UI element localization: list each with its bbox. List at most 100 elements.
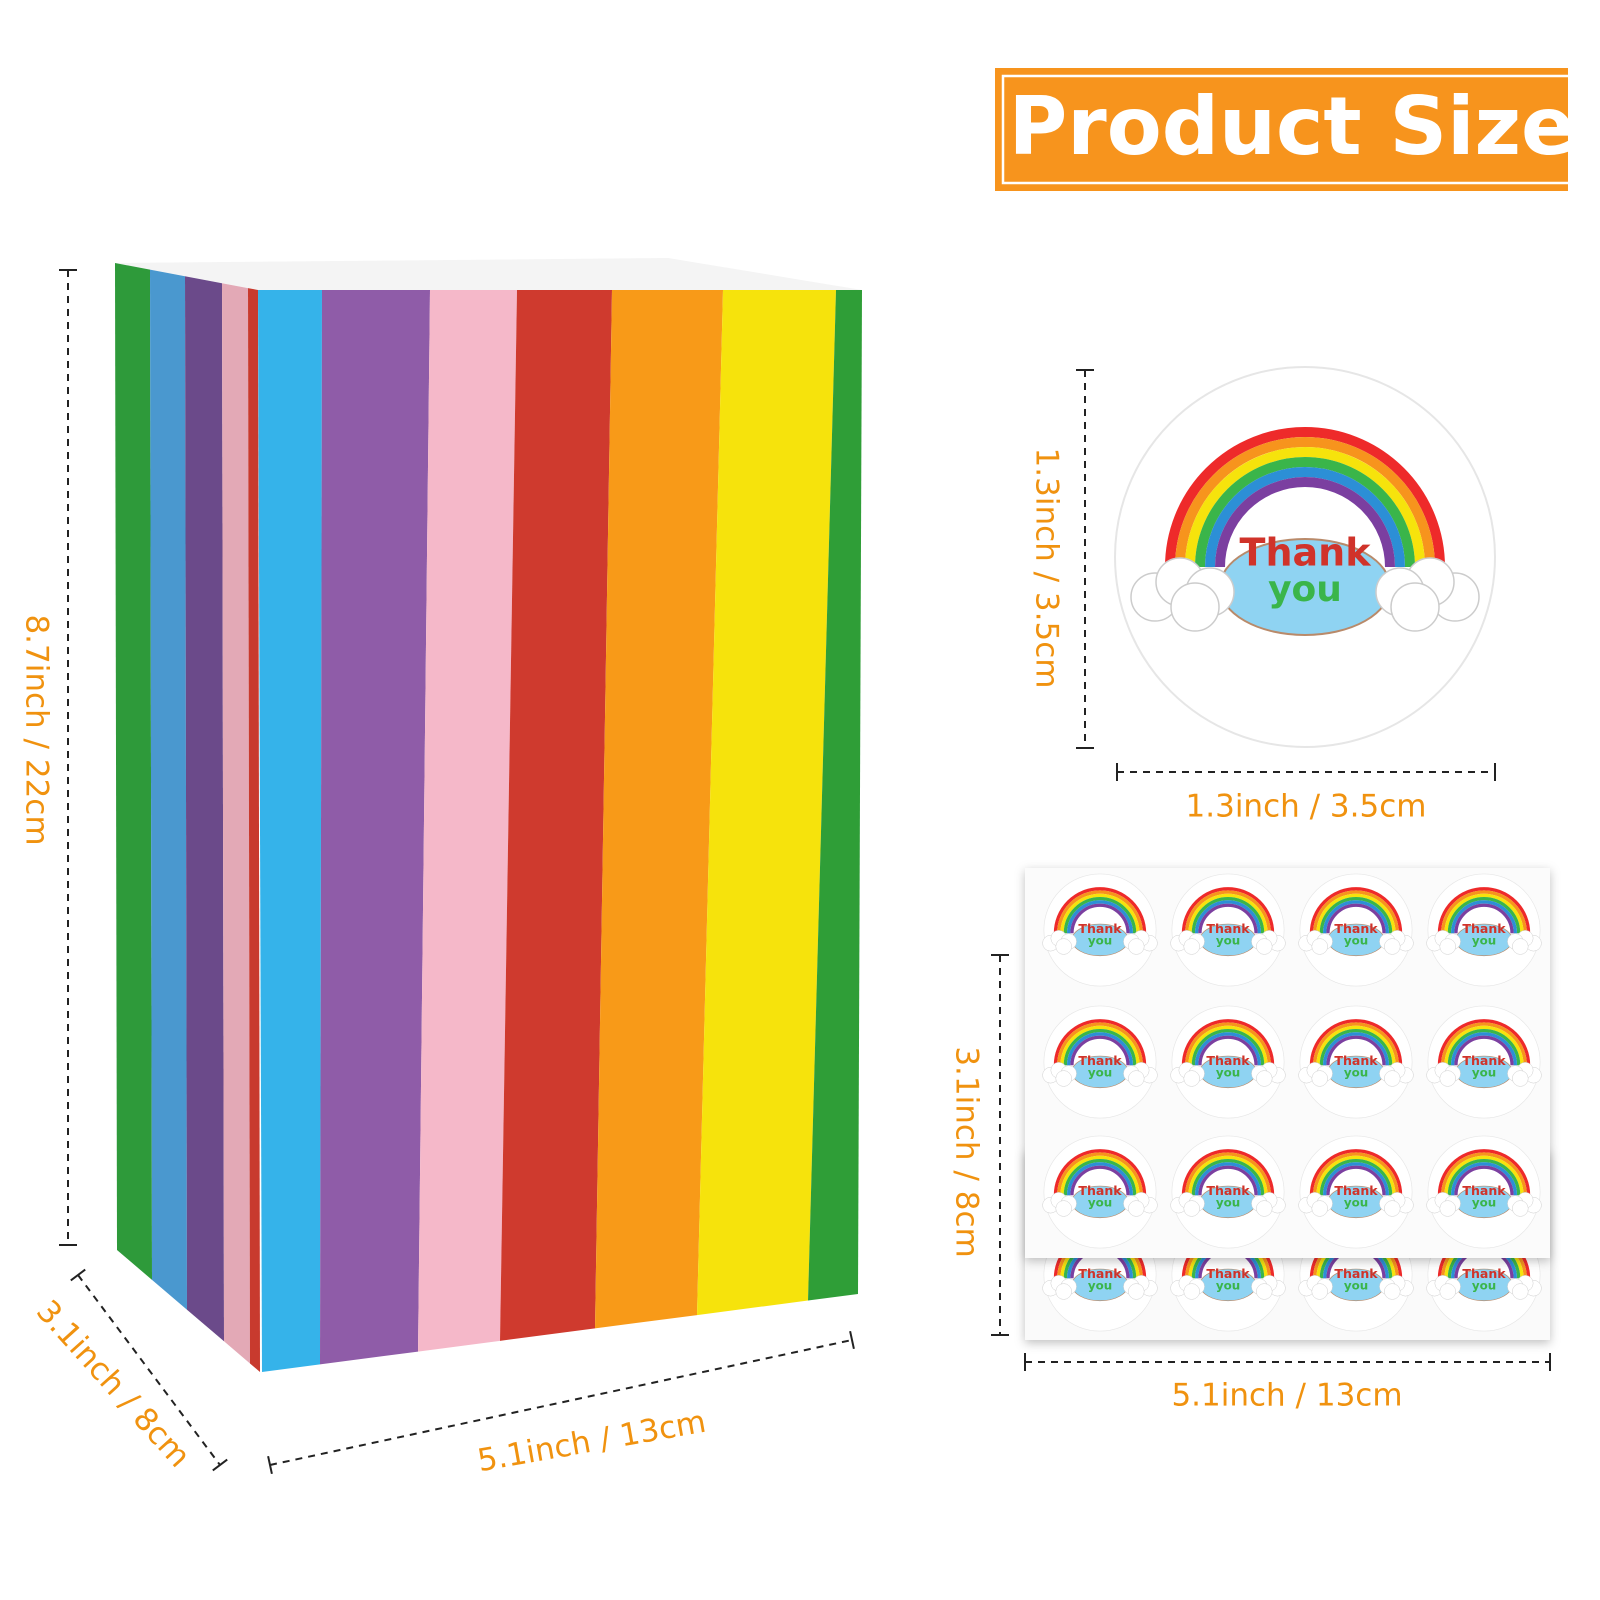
badge-bg: [995, 68, 1568, 191]
cloud: [1183, 1200, 1200, 1217]
front-stripe: [418, 290, 517, 1352]
sticker-text: Thank: [1334, 1266, 1378, 1281]
rainbow-arc: [1057, 1152, 1143, 1196]
rainbow-arc: [1067, 900, 1133, 934]
sticker-text: Thank: [1206, 1266, 1250, 1281]
rainbow-arc: [1451, 900, 1517, 934]
rainbow-arc: [1057, 1022, 1143, 1066]
rainbow-arc: [1185, 1152, 1271, 1196]
cloud: [1384, 1070, 1401, 1087]
rainbow-arc: [1444, 893, 1524, 934]
rainbow-arc: [1070, 903, 1130, 934]
rainbow-arc: [1326, 1035, 1386, 1066]
cloud: [1512, 1200, 1529, 1217]
rainbow-arc: [1181, 1149, 1275, 1196]
rainbow-arc: [1451, 1162, 1517, 1196]
rainbow-arc: [1323, 900, 1389, 934]
rainbow-arc: [1195, 1162, 1261, 1196]
sticker-text: you: [1088, 1196, 1112, 1210]
cloud: [1128, 1200, 1145, 1217]
sticker-text: Thank: [1078, 1183, 1122, 1198]
rainbow-arc: [1437, 1019, 1531, 1066]
sticker-text: you: [1216, 934, 1240, 948]
rainbow-arc: [1181, 1019, 1275, 1066]
front-stripe: [808, 290, 862, 1301]
rainbow-arc: [1215, 477, 1395, 568]
cloud: [1384, 1200, 1401, 1217]
sticker-height-label: 1.3inch / 3.5cm: [1029, 448, 1065, 689]
cloud: [1183, 1283, 1200, 1300]
bag-width-label: 5.1inch / 13cm: [475, 1404, 709, 1480]
rainbow-arc: [1175, 437, 1435, 568]
sticker-text: Thank: [1240, 531, 1372, 575]
rainbow-arc: [1323, 1032, 1389, 1066]
sticker-text: Thank: [1206, 1183, 1250, 1198]
bag-inside: [115, 258, 862, 290]
rainbow-arc: [1165, 427, 1445, 568]
paper-bag: [115, 258, 862, 1373]
sticker-sheet: ThankyouThankyouThankyouThankyouThankyou…: [1025, 868, 1550, 1340]
rainbow-arc: [1444, 1155, 1524, 1196]
sticker-text: Thank: [1078, 1053, 1122, 1068]
dimension-tick: [212, 1458, 228, 1472]
rainbow-arc: [1198, 903, 1258, 934]
rainbow-arc: [1053, 1149, 1147, 1196]
rainbow-arc: [1316, 893, 1396, 934]
sticker-text: you: [1344, 934, 1368, 948]
sheet-height-label: 3.1inch / 8cm: [949, 1046, 985, 1257]
rainbow-arc: [1319, 897, 1393, 934]
rainbow-arc: [1454, 903, 1514, 934]
cloud: [1390, 582, 1440, 632]
rainbow-arc: [1185, 890, 1271, 934]
cloud: [1512, 1070, 1529, 1087]
rainbow-arc: [1070, 1165, 1130, 1196]
rainbow-arc: [1441, 890, 1527, 934]
cloud: [1439, 938, 1456, 955]
rainbow-arc: [1185, 1022, 1271, 1066]
cloud: [1512, 938, 1529, 955]
cloud: [1311, 1200, 1328, 1217]
rainbow-arc: [1323, 1162, 1389, 1196]
rainbow-arc: [1313, 890, 1399, 934]
rainbow-arc: [1326, 1165, 1386, 1196]
rainbow-arc: [1454, 1035, 1514, 1066]
rainbow-arc: [1191, 897, 1265, 934]
cloud: [1183, 1070, 1200, 1087]
sticker-text: you: [1268, 569, 1342, 610]
cloud: [1128, 1070, 1145, 1087]
sticker-text: Thank: [1206, 1053, 1250, 1068]
cloud: [1055, 1200, 1072, 1217]
sticker-text: Thank: [1462, 1266, 1506, 1281]
side-stripe: [150, 269, 187, 1310]
sticker-text: you: [1216, 1279, 1240, 1293]
rainbow-arc: [1053, 887, 1147, 934]
front-stripe: [320, 290, 430, 1365]
header-badge: Product Size: [995, 68, 1585, 191]
sticker-text: you: [1472, 1066, 1496, 1080]
cloud: [1055, 1070, 1072, 1087]
sheet-width-label: 5.1inch / 13cm: [1171, 1378, 1402, 1414]
cloud: [1256, 938, 1273, 955]
dimension-tick: [70, 1268, 86, 1282]
rainbow-arc: [1188, 1025, 1268, 1066]
rainbow-arc: [1447, 897, 1521, 934]
cloud: [1055, 1283, 1072, 1300]
sticker-text: Thank: [1078, 921, 1122, 936]
front-stripe: [258, 290, 322, 1372]
sticker-text: you: [1344, 1279, 1368, 1293]
rainbow-arc: [1198, 1035, 1258, 1066]
rainbow-arc: [1437, 1149, 1531, 1196]
sticker-text: you: [1344, 1066, 1368, 1080]
badge-border: [1001, 74, 1585, 185]
side-stripe: [248, 288, 260, 1373]
dimension-lines: [59, 269, 1551, 1475]
sticker-text: you: [1216, 1196, 1240, 1210]
sticker-text: Thank: [1462, 1053, 1506, 1068]
rainbow-arc: [1060, 1155, 1140, 1196]
rainbow-arc: [1309, 1019, 1403, 1066]
front-stripe: [500, 290, 612, 1341]
